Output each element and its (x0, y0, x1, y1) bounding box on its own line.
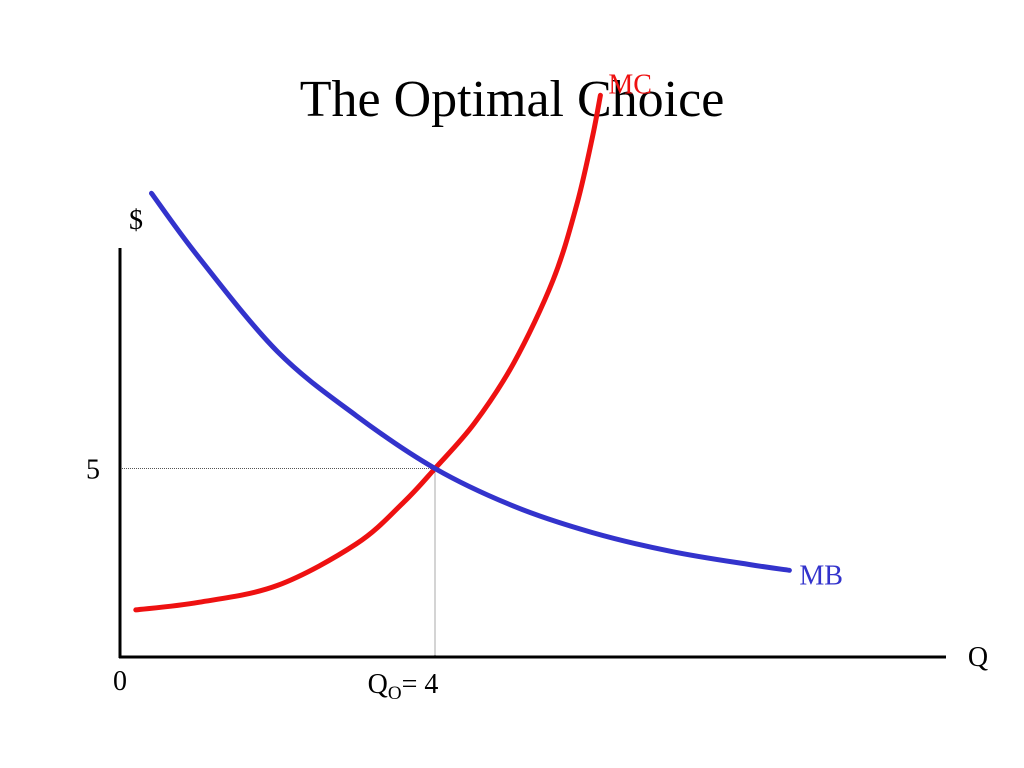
x-tick-label-subscript: O (388, 683, 402, 704)
y-axis-label: $ (129, 205, 143, 236)
page-title: The Optimal Choice (299, 71, 725, 128)
series-label-mb: MB (799, 560, 843, 591)
x-axis-label: Q (968, 642, 988, 673)
x-tick-label-main: Q (368, 669, 388, 700)
guide-lines (120, 468, 436, 657)
x-tick-label-value: = 4 (402, 669, 439, 700)
origin-label: 0 (113, 666, 127, 697)
series-line-mb (149, 190, 792, 573)
chart-axes (118, 248, 946, 659)
chart-series (133, 92, 792, 613)
x-tick-label: QO= 4 (368, 669, 439, 704)
series-label-mc: MC (608, 69, 652, 100)
y-tick-label: 5 (86, 455, 100, 486)
series-line-mc (133, 92, 603, 613)
